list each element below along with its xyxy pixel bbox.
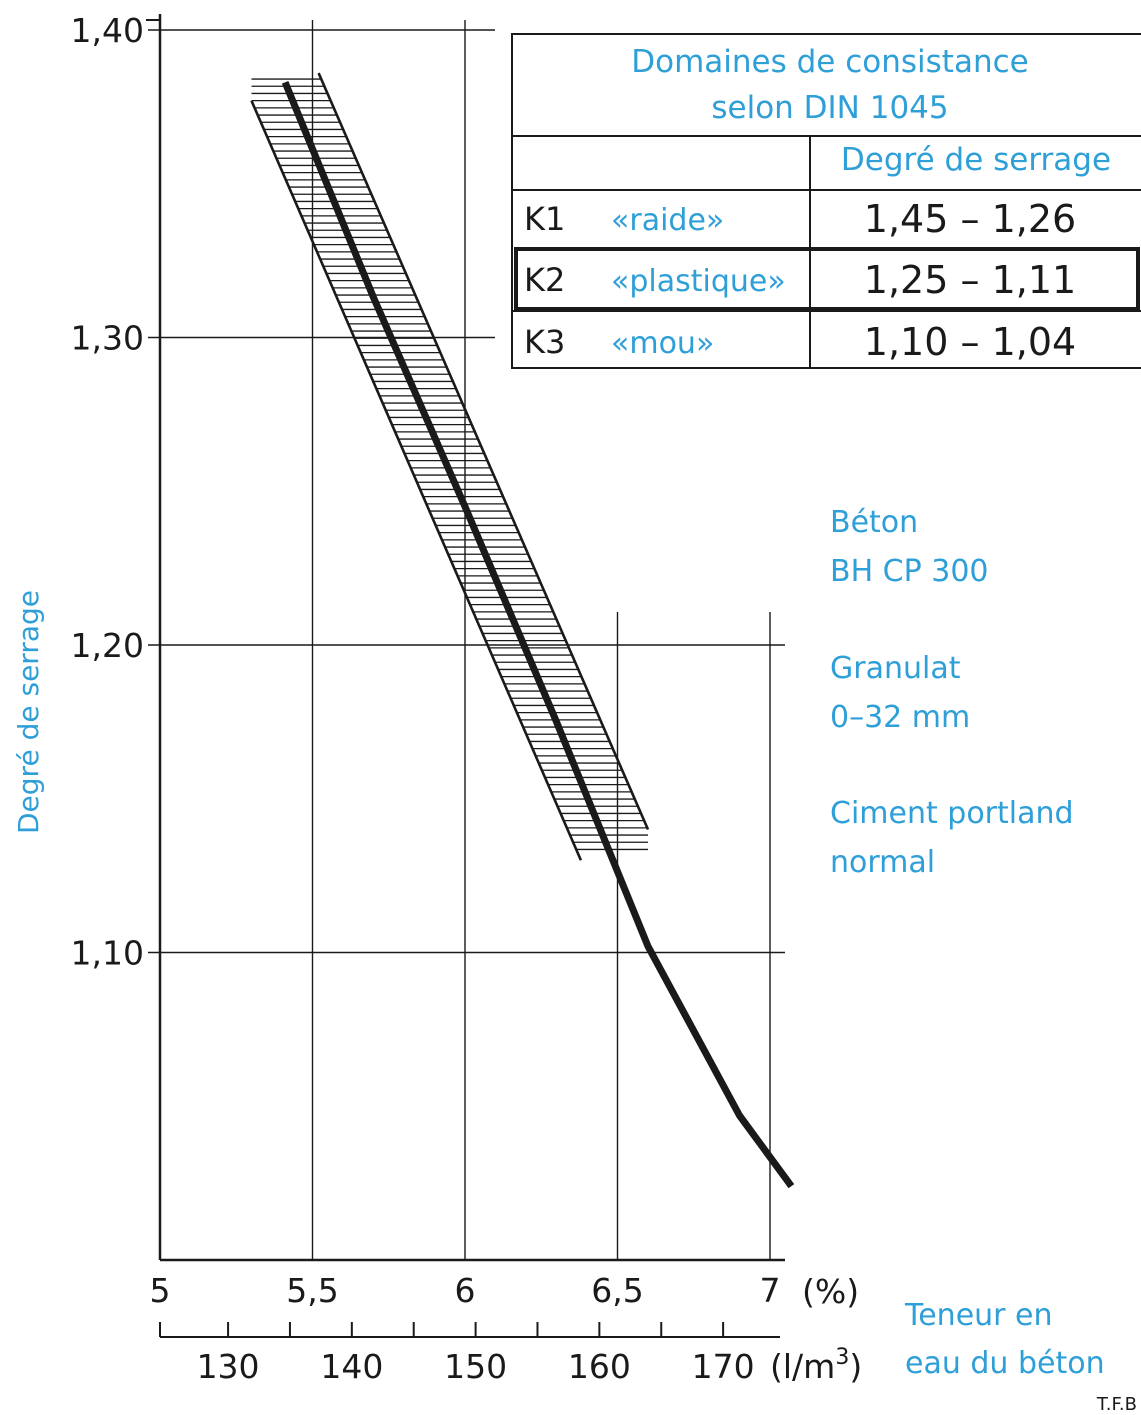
- row-range-k3: 1,10 – 1,04: [864, 320, 1076, 364]
- row-name-k2: «plastique»: [611, 264, 786, 299]
- band-upper-edge: [317, 72, 650, 831]
- x-tick-label-lm3: 150: [444, 1347, 507, 1386]
- notes: Béton BH CP 300 Granulat 0–32 mm Ciment …: [830, 505, 1074, 880]
- row-code-k1: K1: [524, 200, 565, 238]
- table-frame: [511, 33, 1141, 369]
- axes: [146, 14, 785, 1338]
- source-credit: T.F.B: [1096, 1394, 1137, 1415]
- x-tick-label-percent: 5,5: [286, 1271, 338, 1310]
- note-beton-grade: BH CP 300: [830, 554, 989, 589]
- row-range-k2: 1,25 – 1,11: [864, 258, 1076, 302]
- y-tick-label: 1,10: [71, 934, 144, 973]
- x-axis-label-line1: Teneur en: [904, 1298, 1053, 1333]
- table-title-line2: selon DIN 1045: [711, 90, 948, 126]
- compaction-curve: [281, 80, 795, 1189]
- y-tick-label: 1,40: [71, 11, 144, 50]
- row-name-k3: «mou»: [611, 326, 714, 361]
- x-tick-label-percent: 5: [150, 1271, 171, 1310]
- tick-labels: 1,40 1,30 1,20 1,10 5 5,5 6 6,5 7 130 140 150 160 170: [71, 11, 781, 1386]
- x-axis-label-line2: eau du béton: [905, 1346, 1105, 1381]
- note-ciment: Ciment portland: [830, 796, 1074, 831]
- consistency-table: Domaines de consistance selon DIN 1045 D…: [511, 33, 1141, 369]
- grid-lines: [148, 20, 785, 1260]
- row-range-k1: 1,45 – 1,26: [864, 197, 1076, 241]
- y-axis-label: Degré de serrage: [12, 590, 45, 834]
- table-row-highlight-k2: [514, 247, 1140, 311]
- y-tick-label: 1,30: [71, 319, 144, 358]
- table-column-header: Degré de serrage: [841, 142, 1111, 178]
- row-code-k2: K2: [524, 261, 565, 299]
- x-unit-lm3: (l/m3): [770, 1345, 862, 1386]
- x-tick-label-percent: 6,5: [591, 1271, 643, 1310]
- note-beton: Béton: [830, 505, 918, 540]
- table-title-line1: Domaines de consistance: [631, 44, 1028, 80]
- note-ciment-type: normal: [830, 845, 935, 880]
- y-tick-label: 1,20: [71, 626, 144, 665]
- note-granulat: Granulat: [830, 651, 961, 686]
- x-tick-label-lm3: 140: [320, 1347, 383, 1386]
- x-tick-label-percent: 6: [455, 1271, 476, 1310]
- row-code-k3: K3: [524, 323, 565, 361]
- note-granulat-size: 0–32 mm: [830, 700, 970, 735]
- x-unit-percent: (%): [802, 1272, 859, 1311]
- x-tick-label-lm3: 170: [692, 1347, 755, 1386]
- x-tick-label-percent: 7: [760, 1271, 781, 1310]
- row-name-k1: «raide»: [611, 203, 724, 238]
- band-lower-edge: [250, 100, 583, 861]
- x-tick-label-lm3: 130: [197, 1347, 260, 1386]
- x-tick-label-lm3: 160: [568, 1347, 631, 1386]
- series-line: [281, 80, 795, 1189]
